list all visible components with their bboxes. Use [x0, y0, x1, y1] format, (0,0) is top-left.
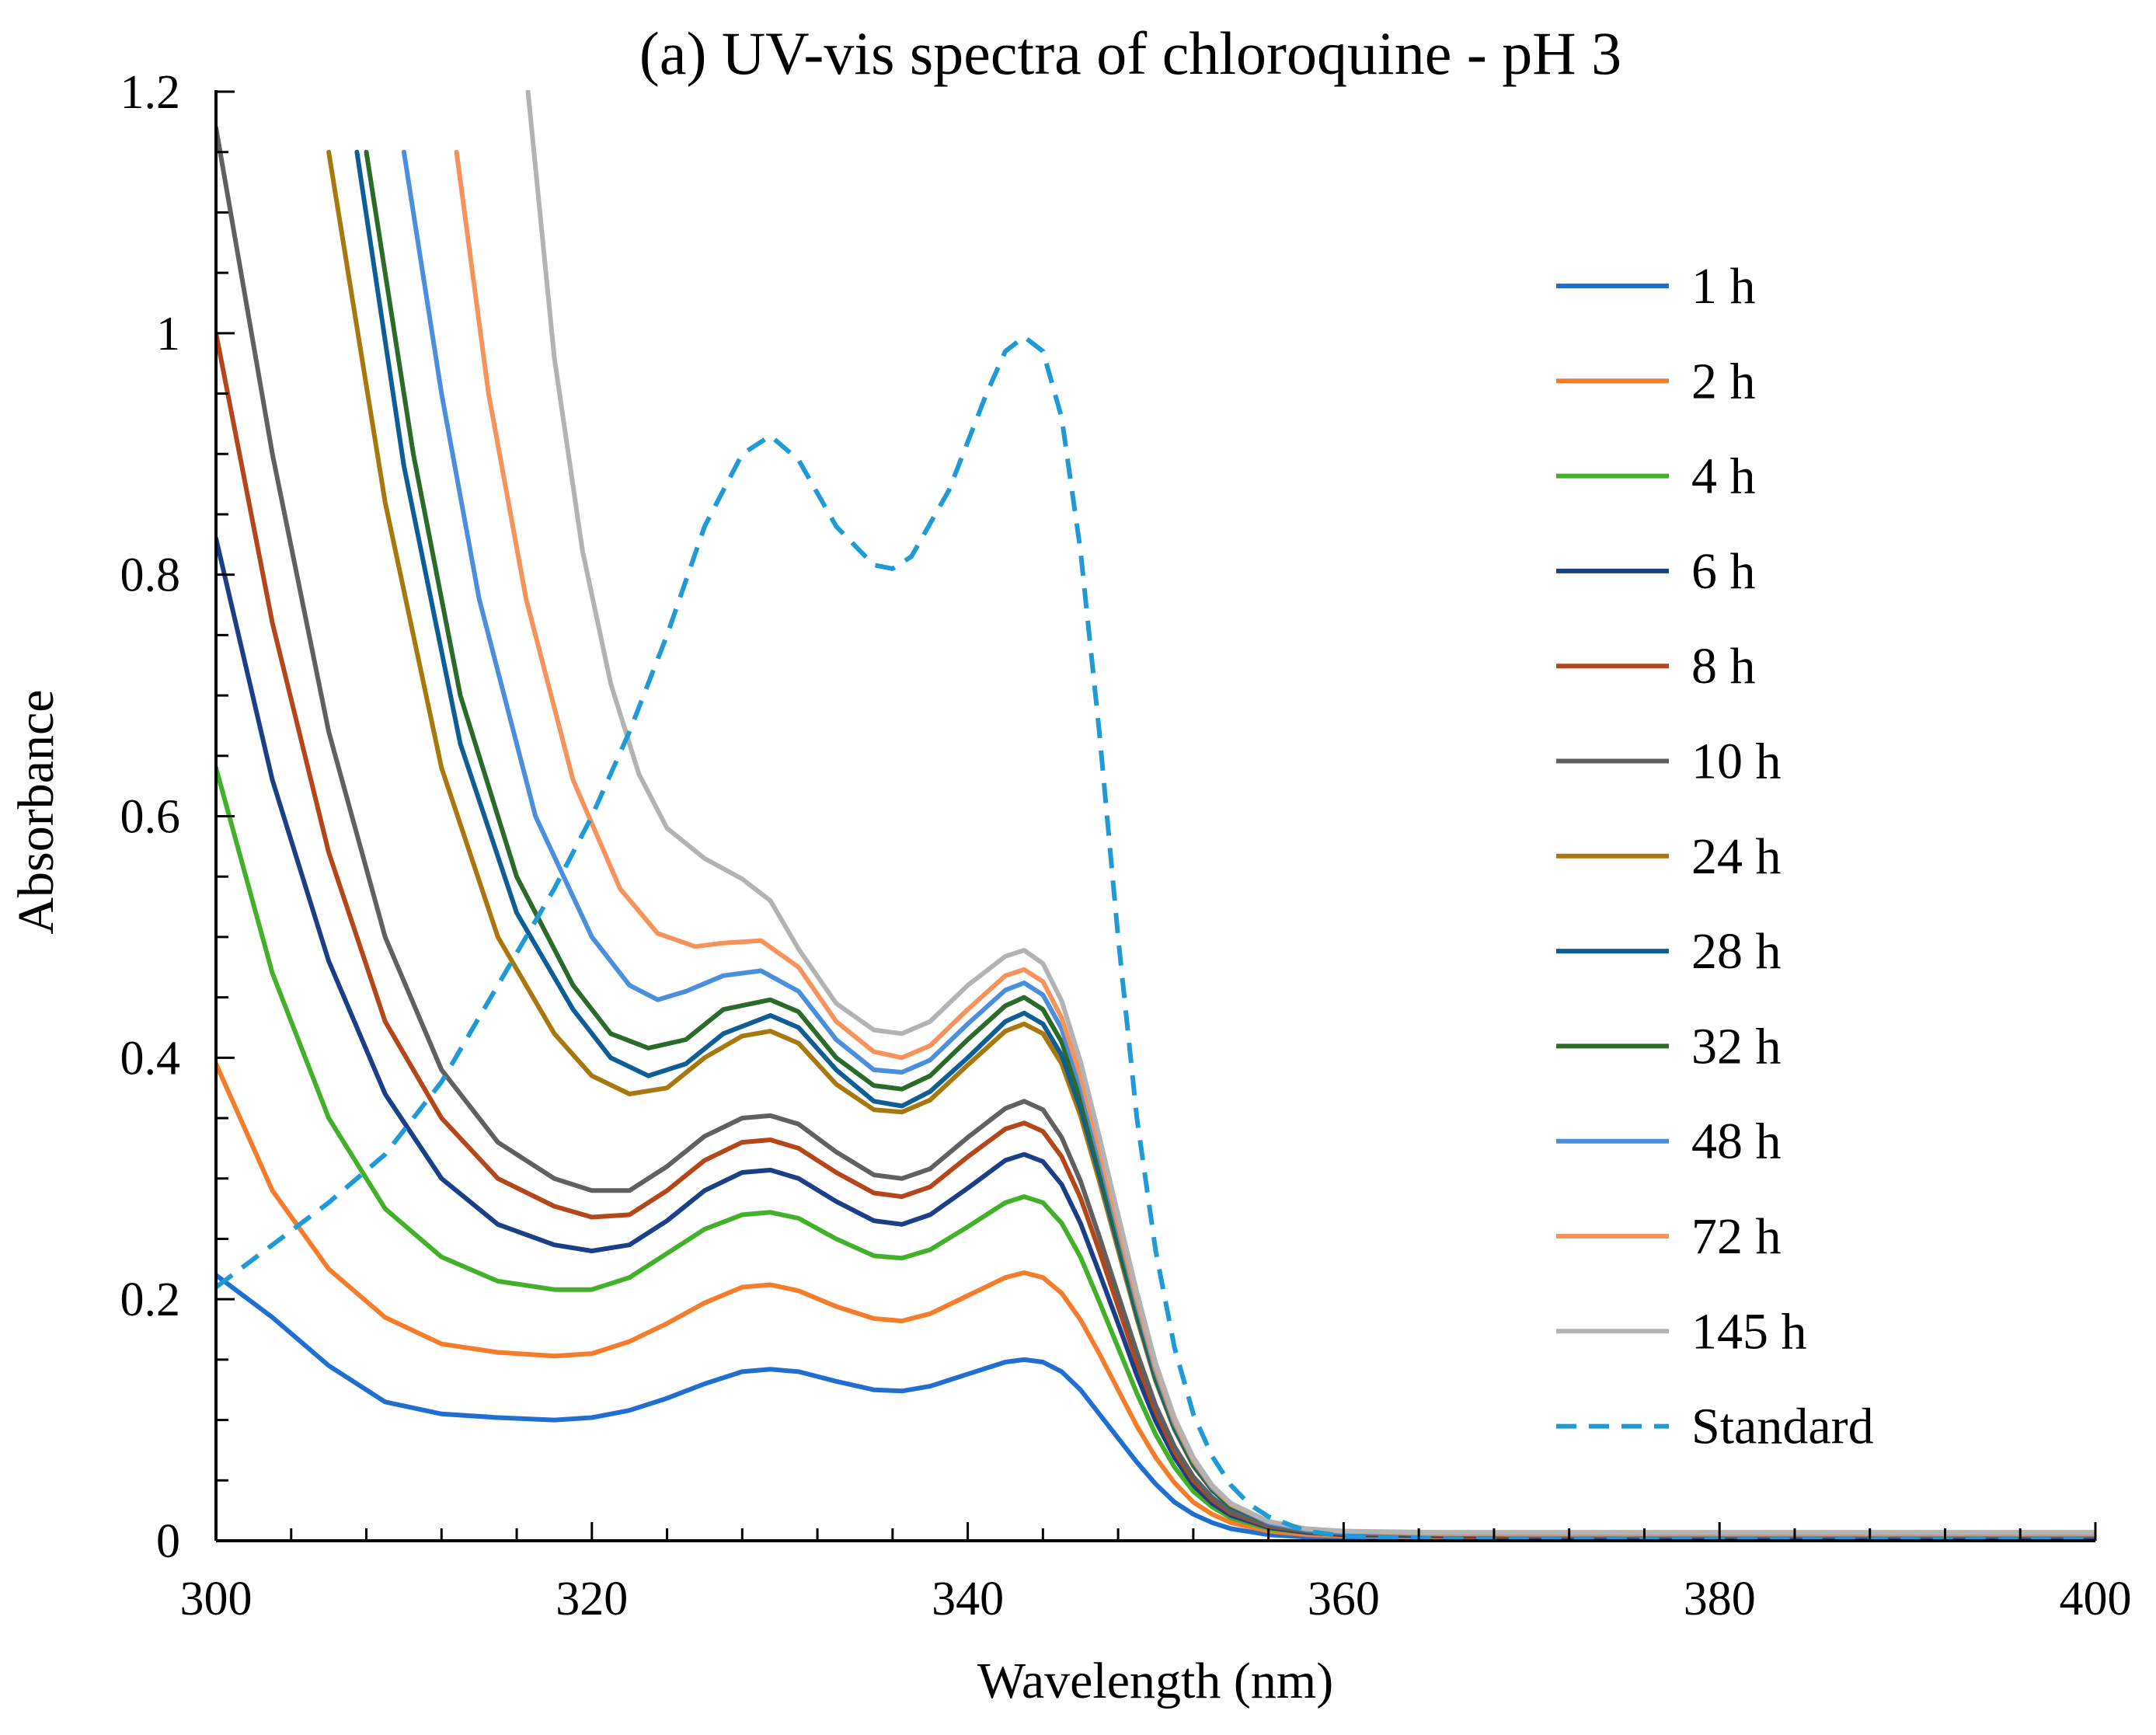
x-tick-label: 360 [1308, 1573, 1380, 1625]
legend: 1 h 2 h 4 h 6 h 8 h 10 h 24 h 28 h 32 h 48 h 72 h 1… [1556, 258, 1874, 1455]
legend-label-11: 145 h [1691, 1303, 1807, 1360]
y-tick-label: 0.2 [120, 1273, 181, 1326]
y-tick-label: 0.6 [120, 791, 181, 844]
legend-label-8: 32 h [1691, 1018, 1782, 1075]
x-tick-label: 320 [556, 1573, 628, 1625]
y-tick-label: 1 [156, 308, 180, 361]
chart-title: (a) UV-vis spectra of chloroquine - pH 3 [639, 19, 1621, 87]
legend-label-9: 48 h [1691, 1113, 1782, 1170]
series-line-11 [525, 90, 2095, 1535]
legend-label-3: 6 h [1691, 543, 1756, 600]
legend-label-1: 2 h [1691, 353, 1756, 409]
legend-label-6: 24 h [1691, 828, 1782, 885]
tick-labels-group: 0 0.2 0.4 0.6 0.8 1 1.2 300 320 340 360 380 400 [120, 66, 2132, 1625]
series-line-0 [216, 1273, 2095, 1541]
x-tick-label: 380 [1684, 1573, 1756, 1625]
x-tick-label: 400 [2060, 1573, 2132, 1625]
x-tick-label: 300 [180, 1573, 253, 1625]
legend-label-10: 72 h [1691, 1208, 1782, 1265]
series-line-1 [216, 1061, 2095, 1541]
legend-label-4: 8 h [1691, 638, 1756, 695]
legend-label-0: 1 h [1691, 258, 1756, 315]
x-tick-label: 340 [932, 1573, 1004, 1625]
legend-label-5: 10 h [1691, 733, 1782, 790]
y-tick-label: 1.2 [120, 66, 181, 119]
plot-series-group [216, 90, 2095, 1541]
legend-label-7: 28 h [1691, 923, 1782, 980]
legend-label-2: 4 h [1691, 448, 1756, 505]
y-tick-label: 0 [156, 1515, 180, 1568]
y-tick-label: 0.8 [120, 549, 181, 602]
y-tick-label: 0.4 [120, 1032, 181, 1085]
legend-label-12: Standard [1691, 1399, 1874, 1455]
x-axis-label: Wavelength (nm) [977, 1653, 1333, 1709]
axes-group [214, 90, 2097, 1542]
series-line-12 [216, 334, 2095, 1541]
y-axis-label: Absorbance [8, 689, 64, 934]
